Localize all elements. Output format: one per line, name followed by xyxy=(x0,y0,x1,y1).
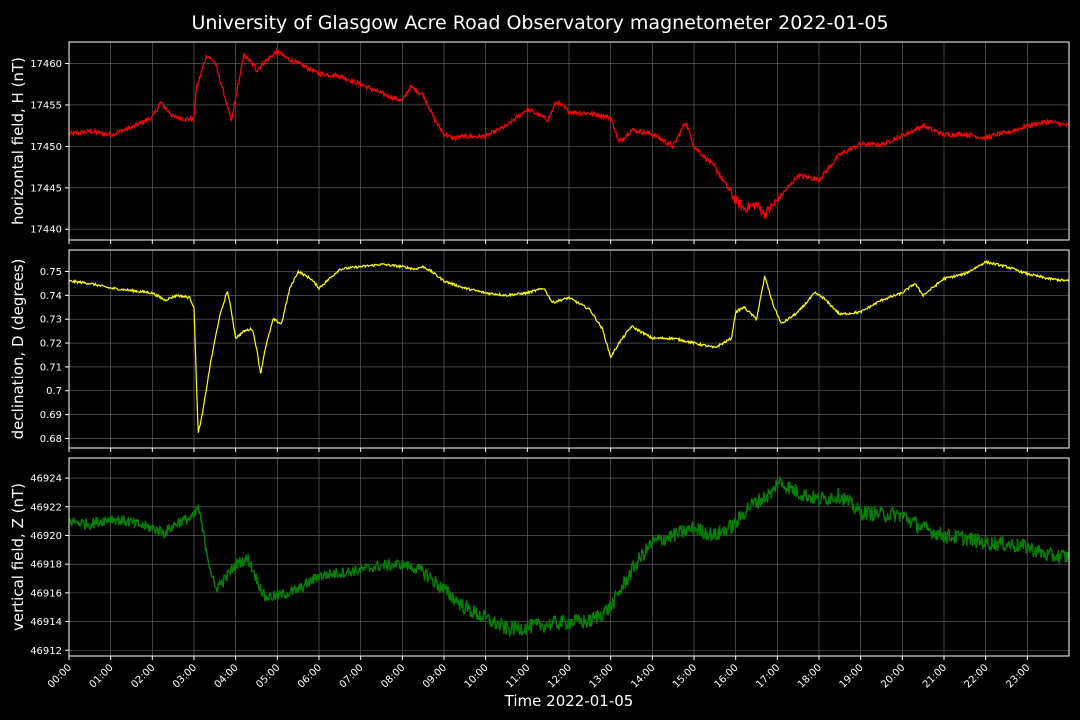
x-tick-label: 08:00 xyxy=(379,662,407,690)
x-tick-label: 15:00 xyxy=(671,662,699,690)
x-tick-label: 21:00 xyxy=(921,662,949,690)
y-tick-label: 17440 xyxy=(30,225,62,236)
panel-declination: 0.68 0.69 0.7 0.71 0.72 0.73 0.74 0.75 declinati… xyxy=(9,249,1070,452)
y-tick-label: 46922 xyxy=(30,502,62,513)
y-tick-label: 0.74 xyxy=(40,291,62,302)
x-tick-label: 03:00 xyxy=(171,662,199,690)
y-tick-label: 17455 xyxy=(30,100,62,111)
x-tick-label: 07:00 xyxy=(338,662,366,690)
x-tick-label: 23:00 xyxy=(1004,662,1032,690)
y-tick-label: 46912 xyxy=(30,646,62,657)
x-tick-label: 04:00 xyxy=(213,662,241,690)
x-tick-label: 17:00 xyxy=(754,662,782,690)
x-tick-label: 10:00 xyxy=(463,662,491,690)
y-tick-label: 0.72 xyxy=(40,339,62,350)
y-tick-label: 0.68 xyxy=(40,434,62,445)
y-tick-label: 0.75 xyxy=(40,267,62,278)
series-line-horizontal xyxy=(69,47,1069,220)
x-tick-label: 02:00 xyxy=(129,662,157,690)
x-tick-label: 00:00 xyxy=(46,662,74,690)
x-tick-label: 22:00 xyxy=(963,662,991,690)
y-tick-label: 46916 xyxy=(30,588,62,599)
x-tick-label: 09:00 xyxy=(421,662,449,690)
panel-frame xyxy=(68,457,1070,657)
y-tick-label: 46918 xyxy=(30,560,62,571)
x-tick-label: 19:00 xyxy=(838,662,866,690)
panel-vertical: 46912 46914 46916 46918 46920 46922 46924verti… xyxy=(9,457,1070,660)
series-line-vertical xyxy=(69,475,1069,639)
x-tick-label: 05:00 xyxy=(254,662,282,690)
x-tick-label: 01:00 xyxy=(88,662,116,690)
x-tick-label: 18:00 xyxy=(796,662,824,690)
x-tick-label: 14:00 xyxy=(629,662,657,690)
y-axis-label-horizontal: horizontal field, H (nT) xyxy=(9,57,27,225)
y-tick-label: 17460 xyxy=(30,59,62,70)
y-tick-label: 0.73 xyxy=(40,315,62,326)
y-tick-label: 46920 xyxy=(30,531,62,542)
panel-frame xyxy=(68,249,1070,449)
x-tick-label: 20:00 xyxy=(879,662,907,690)
y-axis-label-declination: declination, D (degrees) xyxy=(9,259,27,440)
y-tick-label: 0.71 xyxy=(40,362,62,373)
y-axis-label-vertical: vertical field, Z (nT) xyxy=(9,483,27,631)
y-tick-label: 46924 xyxy=(30,474,62,485)
panel-frame xyxy=(68,41,1070,241)
x-tick-label: 12:00 xyxy=(546,662,574,690)
x-tick-label: 16:00 xyxy=(713,662,741,690)
chart-title: University of Glasgow Acre Road Observat… xyxy=(191,12,888,34)
y-tick-label: 17445 xyxy=(30,183,62,194)
x-axis-label: Time 2022-01-05 xyxy=(504,692,634,710)
y-tick-label: 46914 xyxy=(30,617,62,628)
y-tick-label: 0.69 xyxy=(40,410,62,421)
series-line-declination xyxy=(69,259,1069,433)
y-tick-label: 17450 xyxy=(30,142,62,153)
x-tick-label: 13:00 xyxy=(588,662,616,690)
y-tick-label: 0.7 xyxy=(46,386,62,397)
x-tick-label: 06:00 xyxy=(296,662,324,690)
x-tick-label: 11:00 xyxy=(504,662,532,690)
